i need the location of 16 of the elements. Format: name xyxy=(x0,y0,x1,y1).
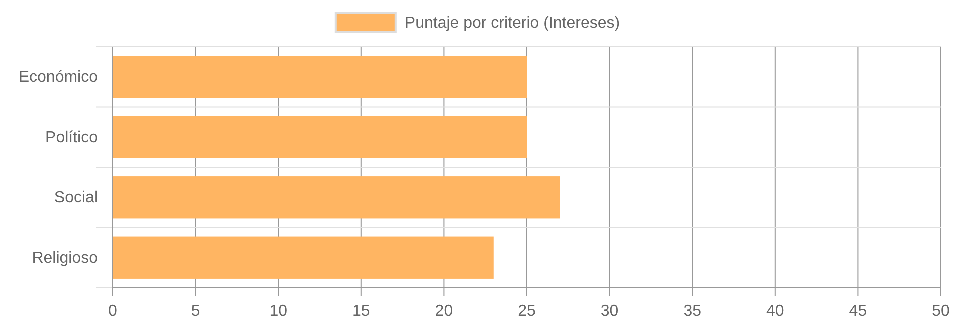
legend-label: Puntaje por criterio (Intereses) xyxy=(404,15,620,32)
x-tick-label: 50 xyxy=(932,303,950,320)
x-tick-label: 40 xyxy=(766,303,784,320)
y-tick-label: Religioso xyxy=(32,250,98,267)
x-tick-label: 25 xyxy=(518,303,536,320)
x-tick-label: 45 xyxy=(849,303,868,320)
y-tick-label: Político xyxy=(46,129,98,146)
x-tick-label: 15 xyxy=(352,303,370,320)
x-tick-label: 35 xyxy=(684,303,702,320)
y-tick-label: Social xyxy=(54,190,98,207)
x-tick-label: 30 xyxy=(600,303,619,320)
x-tick-label: 10 xyxy=(270,303,288,320)
x-tick-label: 0 xyxy=(108,303,118,320)
x-tick-label: 20 xyxy=(435,303,454,320)
y-tick-label: Económico xyxy=(18,69,98,86)
x-tick-label: 5 xyxy=(191,303,200,320)
